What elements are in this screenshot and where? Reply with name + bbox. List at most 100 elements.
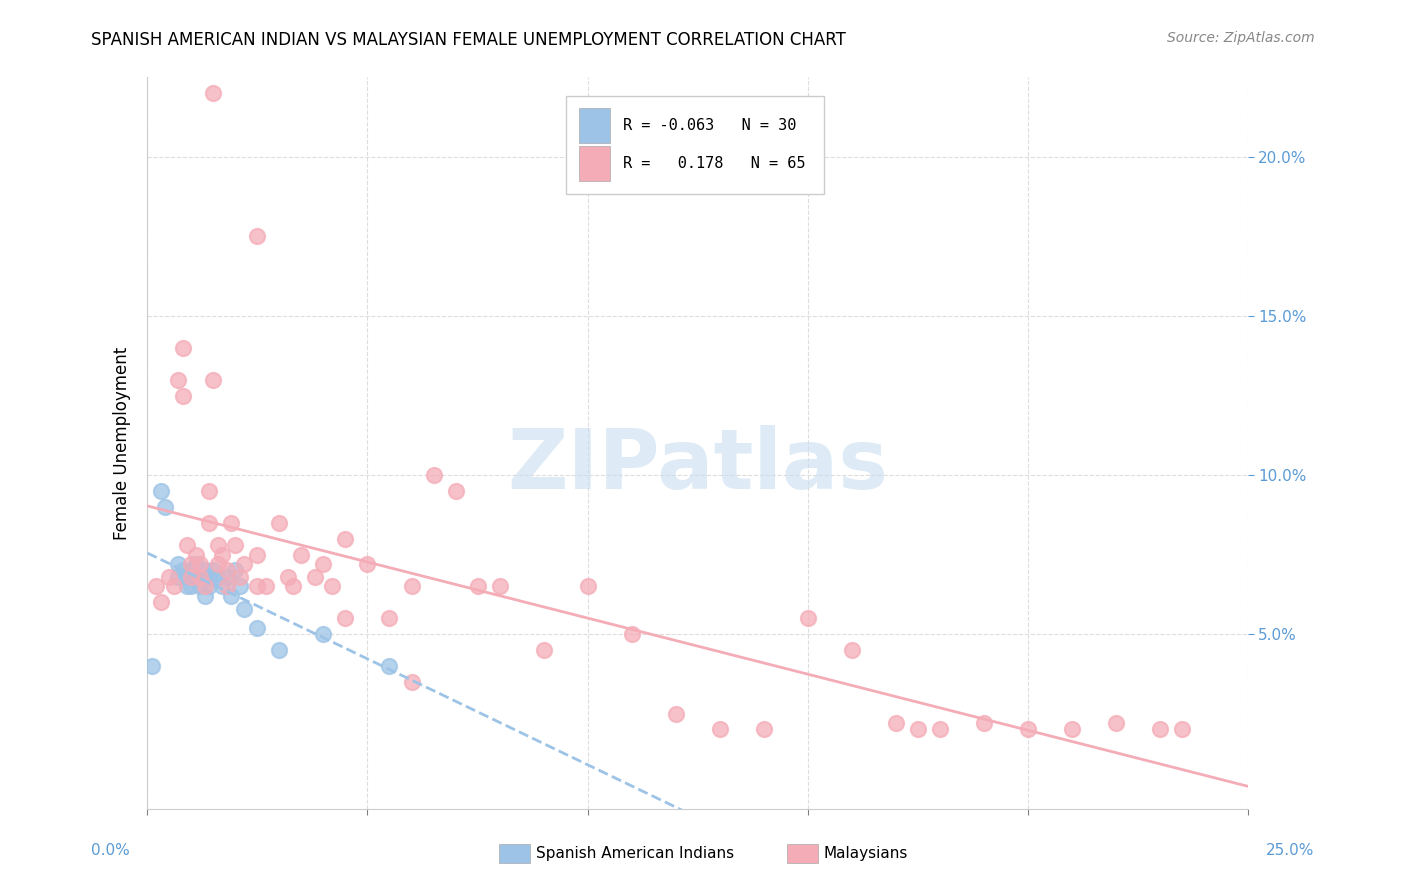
Y-axis label: Female Unemployment: Female Unemployment xyxy=(114,347,131,540)
Text: ZIPatlas: ZIPatlas xyxy=(508,425,889,506)
Point xyxy=(198,483,221,498)
Point xyxy=(246,579,269,593)
Point xyxy=(153,500,176,514)
Text: Malaysians: Malaysians xyxy=(824,847,908,861)
Point xyxy=(246,548,269,562)
Point xyxy=(194,564,217,578)
Point xyxy=(188,557,211,571)
Point xyxy=(184,557,207,571)
Point xyxy=(576,579,599,593)
Point xyxy=(141,658,163,673)
Text: Source: ZipAtlas.com: Source: ZipAtlas.com xyxy=(1167,31,1315,45)
Point xyxy=(149,595,172,609)
FancyBboxPatch shape xyxy=(579,108,610,144)
Point xyxy=(198,516,221,530)
Point xyxy=(215,579,238,593)
Point xyxy=(149,483,172,498)
Point xyxy=(796,611,818,625)
Point xyxy=(229,579,252,593)
Text: Spanish American Indians: Spanish American Indians xyxy=(536,847,734,861)
Point xyxy=(188,579,211,593)
Text: SPANISH AMERICAN INDIAN VS MALAYSIAN FEMALE UNEMPLOYMENT CORRELATION CHART: SPANISH AMERICAN INDIAN VS MALAYSIAN FEM… xyxy=(91,31,846,49)
Point xyxy=(467,579,489,593)
Point xyxy=(184,548,207,562)
Point xyxy=(167,373,190,387)
Point xyxy=(620,627,643,641)
Point xyxy=(198,570,221,584)
Point xyxy=(176,570,198,584)
Point xyxy=(194,589,217,603)
Point xyxy=(229,570,252,584)
Point xyxy=(172,388,194,402)
Point xyxy=(1149,723,1171,737)
Point xyxy=(254,579,277,593)
Point xyxy=(290,548,312,562)
Point xyxy=(215,570,238,584)
Point xyxy=(246,229,269,244)
Point xyxy=(841,643,863,657)
Point xyxy=(180,570,202,584)
Point xyxy=(172,564,194,578)
Point xyxy=(194,579,217,593)
Point xyxy=(180,579,202,593)
Point xyxy=(207,557,229,571)
Point xyxy=(281,579,304,593)
Point xyxy=(356,557,378,571)
Point xyxy=(312,557,335,571)
Point xyxy=(176,579,198,593)
Point xyxy=(378,658,401,673)
Point xyxy=(321,579,343,593)
Point xyxy=(188,570,211,584)
Point xyxy=(269,643,291,657)
Point xyxy=(233,601,256,615)
Point xyxy=(973,716,995,731)
Point xyxy=(145,579,167,593)
Point xyxy=(378,611,401,625)
Point xyxy=(246,621,269,635)
Point xyxy=(163,579,186,593)
Point xyxy=(202,564,225,578)
Point xyxy=(180,557,202,571)
Point xyxy=(233,557,256,571)
Point xyxy=(422,468,444,483)
Point xyxy=(277,570,299,584)
Point xyxy=(224,564,246,578)
Point xyxy=(1171,723,1194,737)
Point xyxy=(928,723,950,737)
Text: 0.0%: 0.0% xyxy=(91,843,131,857)
Point xyxy=(312,627,335,641)
Point xyxy=(188,570,211,584)
Point xyxy=(335,611,357,625)
Point xyxy=(176,538,198,552)
Point xyxy=(202,373,225,387)
Point xyxy=(219,516,242,530)
Point xyxy=(665,706,688,721)
Point xyxy=(1060,723,1083,737)
Point xyxy=(207,570,229,584)
Point xyxy=(180,564,202,578)
FancyBboxPatch shape xyxy=(565,95,824,194)
Point xyxy=(269,516,291,530)
Point xyxy=(211,548,233,562)
Point xyxy=(211,579,233,593)
Point xyxy=(401,579,423,593)
Point xyxy=(752,723,775,737)
Point xyxy=(533,643,555,657)
Point xyxy=(709,723,731,737)
Text: R = -0.063   N = 30: R = -0.063 N = 30 xyxy=(623,119,796,133)
Point xyxy=(304,570,326,584)
Point xyxy=(207,538,229,552)
Point xyxy=(184,570,207,584)
Text: R =   0.178   N = 65: R = 0.178 N = 65 xyxy=(623,156,806,171)
Point xyxy=(884,716,907,731)
Point xyxy=(172,341,194,355)
FancyBboxPatch shape xyxy=(579,146,610,181)
Point xyxy=(202,87,225,101)
Point xyxy=(219,589,242,603)
Text: 25.0%: 25.0% xyxy=(1267,843,1315,857)
Point xyxy=(157,570,180,584)
Point xyxy=(335,532,357,546)
Point xyxy=(167,570,190,584)
Point xyxy=(401,674,423,689)
Point xyxy=(1017,723,1039,737)
